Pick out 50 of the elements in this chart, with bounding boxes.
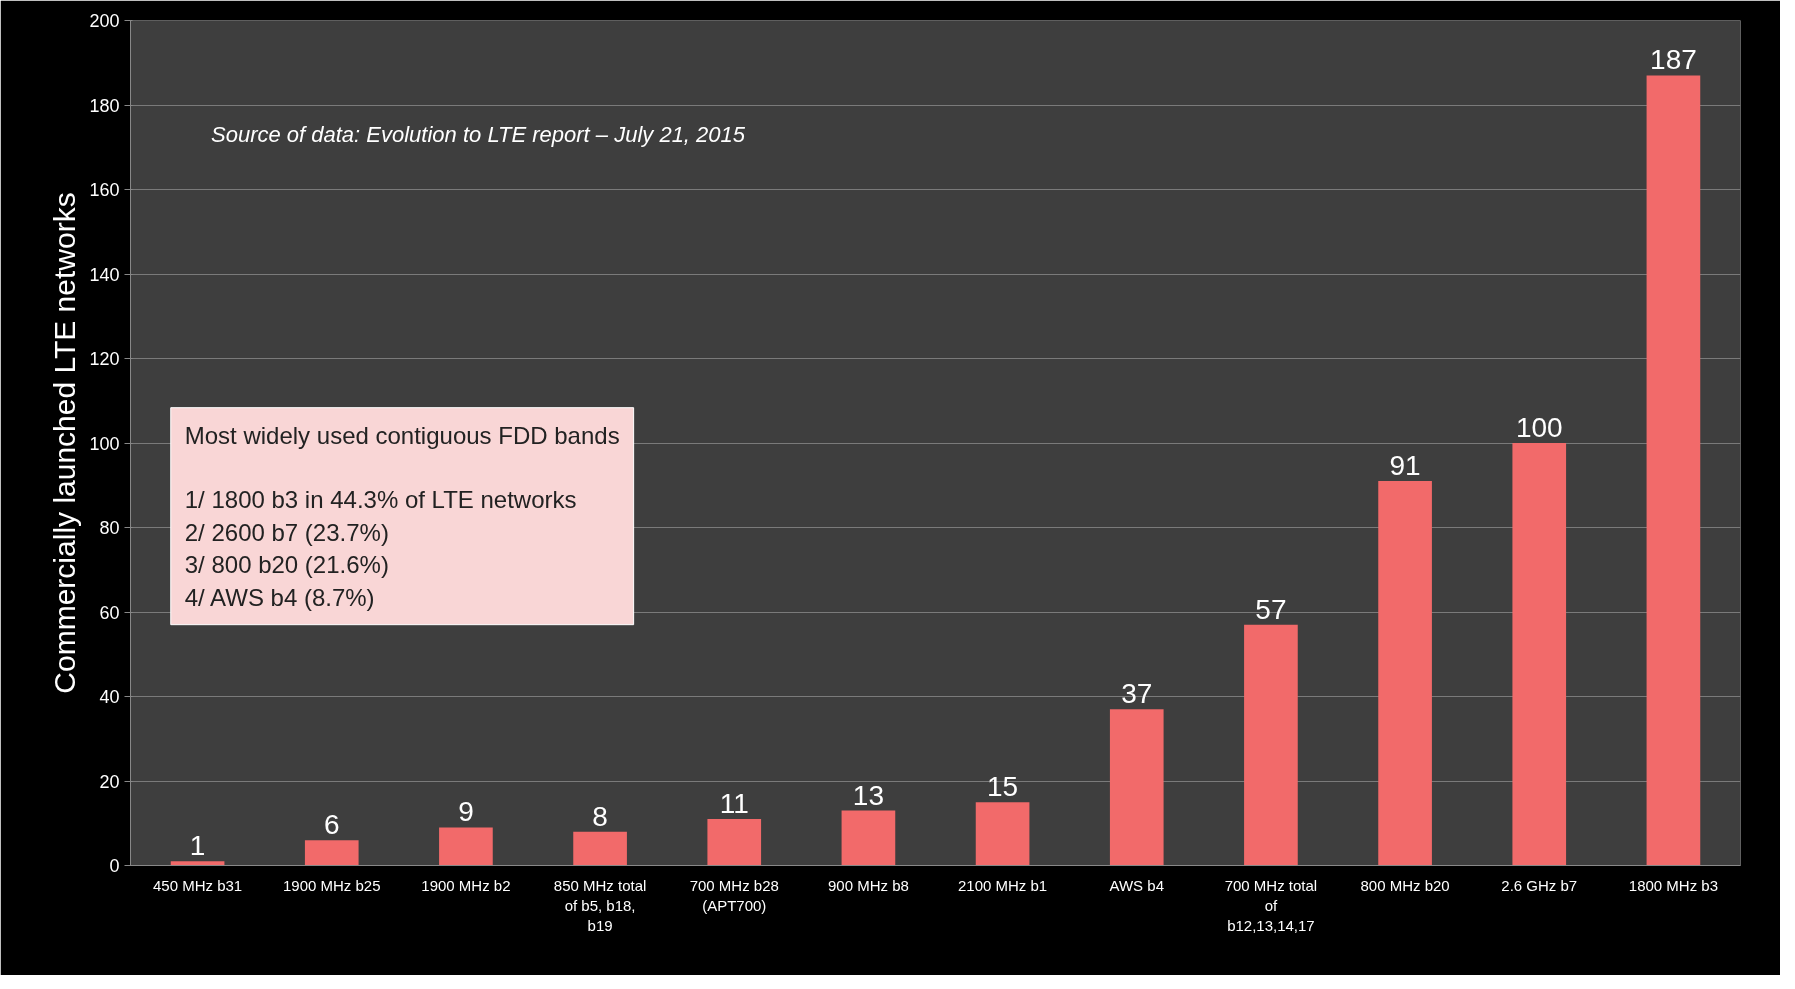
data-label: 1 — [189, 830, 206, 862]
x-tick-label: 1900 MHz b2 — [421, 876, 511, 894]
x-tick-label: 900 MHz b8 — [827, 876, 909, 894]
x-tick-label: 1800 MHz b3 — [1628, 876, 1719, 894]
bar — [707, 819, 762, 866]
data-label: 15 — [987, 771, 1019, 803]
data-label: 6 — [323, 809, 340, 841]
data-label: 11 — [719, 788, 749, 820]
bar — [170, 861, 225, 866]
text: Most widely used contiguous FDD bands 1/ 1800 b3 in 44.3% of LTE networks 2/ 2600 b7 (23.7%) 3/ 800 b20 (21.6%) 4/ AWS b4 (8.7%) — [184, 421, 620, 611]
annotation: Source of data: Evolution to LTE report – July 21, 2015 — [211, 122, 746, 148]
bar — [1109, 709, 1164, 866]
y-tick-label: 0 — [109, 856, 120, 876]
data-label: 37 — [1121, 678, 1153, 710]
y-tick-label: 40 — [99, 687, 120, 707]
x-tick-label: 700 MHz total of b12,13,14,17 — [1224, 876, 1318, 935]
y-tick-label: 140 — [89, 264, 120, 285]
y-tick-label: 20 — [99, 771, 120, 792]
data-label: 9 — [458, 796, 474, 828]
x-tick-label: 2100 MHz b1 — [957, 876, 1048, 894]
bar — [573, 831, 627, 866]
x-tick-label: 850 MHz total of b5, b18, b19 — [553, 876, 647, 935]
bar — [1646, 75, 1701, 866]
y-tick-label: 180 — [89, 95, 120, 116]
bar — [841, 810, 896, 866]
bar — [1378, 481, 1432, 866]
data-label: 187 — [1650, 44, 1697, 76]
x-tick-label: 2.6 GHz b7 — [1501, 876, 1578, 894]
x-tick-label: 700 MHz b28 (APT700) — [689, 876, 779, 914]
bar — [439, 827, 493, 866]
data-label: 91 — [1389, 450, 1421, 482]
bar — [1512, 443, 1567, 866]
data-label: 57 — [1255, 593, 1287, 625]
y-tick-label: 80 — [99, 518, 120, 538]
x-tick-label: 450 MHz b31 — [152, 876, 243, 894]
x-tick-label: AWS b4 — [1109, 876, 1164, 894]
y-tick-label: 100 — [89, 433, 120, 454]
y-tick-label: 160 — [89, 180, 120, 200]
y-tick-label: 120 — [89, 349, 120, 369]
x-tick-label: 800 MHz b20 — [1360, 876, 1450, 894]
bar — [1244, 624, 1298, 866]
y-tick-label: 60 — [99, 602, 120, 623]
data-label: 13 — [852, 779, 884, 811]
y-tick-label: 200 — [89, 11, 120, 31]
data-label: 8 — [592, 800, 608, 832]
data-label: 100 — [1515, 412, 1563, 443]
bar — [975, 802, 1030, 866]
x-tick-label: 1900 MHz b25 — [282, 876, 381, 894]
bar — [304, 840, 359, 866]
y-axis-title: Commercially launched LTE networks — [48, 192, 82, 694]
